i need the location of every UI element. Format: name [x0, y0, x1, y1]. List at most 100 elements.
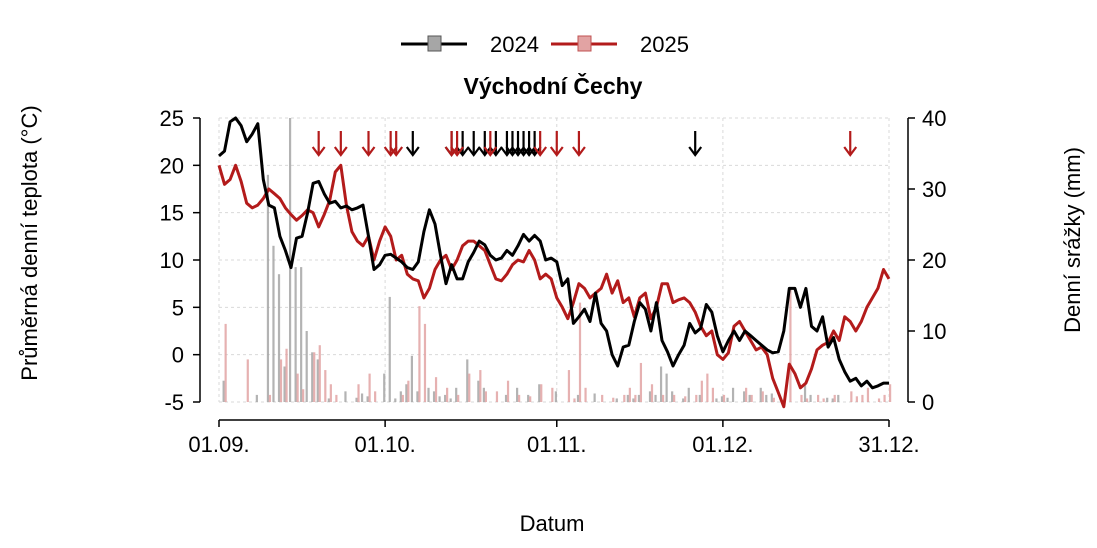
precip-bar-2024 [527, 394, 530, 402]
precip-bar-2024 [632, 398, 635, 402]
arrow-2025 [389, 131, 404, 157]
precip-bar-2024 [482, 387, 485, 402]
legend-label-2024: 2024 [490, 32, 539, 57]
x-tick-label: 01.11. [527, 432, 587, 457]
arrow-2025 [572, 131, 586, 157]
precip-bar-2025 [850, 391, 853, 402]
arrow-2024 [516, 131, 531, 157]
arrow-2025 [533, 131, 548, 157]
precip-bar-2024 [803, 384, 807, 402]
precip-bar-2025 [772, 397, 775, 402]
temperature-line-2025 [217, 163, 891, 409]
precip-bar-2024 [466, 359, 469, 402]
precip-bar-2024 [765, 394, 768, 402]
arrow-2024 [527, 131, 542, 157]
arrow-2024 [500, 131, 514, 157]
x-tick-label: 31.12. [858, 432, 919, 457]
precip-bar-2024 [659, 366, 663, 402]
precip-bar-2025 [861, 394, 864, 402]
precip-bar-2025 [817, 394, 820, 402]
precip-bar-2024 [648, 391, 652, 402]
temperature-lines [217, 116, 891, 409]
arrow-head [505, 146, 520, 157]
precip-bar-2024 [399, 391, 402, 402]
precip-bar-2025 [434, 377, 438, 402]
precip-bar-2024 [671, 391, 674, 402]
precip-bar-2024 [311, 352, 314, 402]
precip-bar-2024 [831, 398, 834, 402]
precip-bar-2024 [770, 393, 773, 402]
y-tick-label-left: 20 [160, 153, 184, 178]
precip-bar-2025 [711, 387, 715, 402]
precip-bar-2025 [518, 394, 521, 402]
arrow-head [527, 146, 542, 157]
arrow-head [572, 146, 586, 157]
precip-bar-2025 [374, 391, 377, 402]
arrow-head [500, 146, 514, 157]
precip-bar-2025 [335, 394, 338, 402]
precip-bar-2024 [222, 380, 225, 402]
precip-bar-2024 [516, 387, 519, 402]
y-tick-label-left: -5 [164, 390, 184, 415]
arrow-head [383, 146, 398, 157]
legend-item-2025: 2025 [551, 32, 689, 57]
precip-bar-2025 [296, 373, 299, 402]
y-tick-label-left: 15 [160, 201, 184, 226]
precip-bar-2024 [654, 394, 657, 402]
precip-bar-2024 [344, 391, 347, 402]
arrow-2025 [549, 131, 564, 157]
arrow-2025 [311, 131, 326, 157]
arrow-2024 [488, 131, 503, 157]
arrow-head [311, 146, 326, 157]
precip-bar-2024 [305, 331, 308, 402]
arrow-head [361, 146, 376, 157]
y-tick-label-right: 20 [922, 248, 946, 273]
arrow-2025 [361, 131, 376, 157]
arrow-2025 [450, 131, 464, 157]
precip-bar-2025 [695, 394, 698, 402]
precip-bar-2024 [576, 394, 580, 402]
precip-bar-2024 [687, 387, 690, 402]
precip-bar-2025 [302, 389, 305, 402]
precip-bar-2025 [407, 380, 410, 402]
arrow-2025 [383, 131, 398, 157]
precip-bar-2024 [360, 393, 364, 402]
arrow-2024 [522, 131, 536, 157]
precip-bar-2024 [444, 394, 447, 402]
precip-bar-2025 [634, 394, 637, 402]
precip-bar-2025 [639, 362, 643, 402]
precip-bar-2024 [355, 397, 358, 402]
axes: -5 0 5 10 15 20 25 0 10 20 30 40 01.09. 01.10. 01.11. 0… [160, 106, 947, 457]
precip-bar-2024 [715, 398, 718, 402]
precip-bar-2025 [418, 306, 421, 402]
arrow-2024 [405, 131, 420, 157]
chart-title: Východní Čechy [464, 72, 643, 99]
arrow-2024 [505, 131, 520, 157]
precip-bar-2024 [449, 398, 452, 402]
precip-bar-2025 [540, 384, 543, 402]
precip-bar-2025 [789, 288, 792, 402]
precip-bar-2025 [279, 359, 283, 402]
precipitation-bars [222, 118, 892, 402]
precip-bar-2024 [266, 174, 270, 402]
y-tick-label-left: 0 [172, 343, 184, 368]
precip-bar-2024 [277, 274, 281, 402]
precip-bar-2024 [759, 387, 762, 402]
precip-bar-2025 [855, 396, 858, 402]
precip-bar-2024 [554, 391, 557, 402]
precip-bar-2024 [809, 394, 812, 402]
arrow-head [444, 146, 459, 157]
grid [218, 117, 890, 403]
precip-bar-2024 [416, 391, 419, 402]
precip-bar-2025 [673, 394, 676, 402]
y-tick-label-left: 25 [160, 106, 184, 131]
precip-bar-2024 [682, 398, 685, 402]
arrow-2024 [477, 131, 492, 157]
precip-bar-2024 [720, 396, 724, 402]
precip-bar-2025 [401, 394, 404, 402]
y-tick-label-right: 30 [922, 177, 946, 202]
precip-bar-2024 [626, 394, 629, 402]
precip-bar-2024 [748, 394, 751, 402]
precip-bar-2025 [805, 398, 809, 402]
